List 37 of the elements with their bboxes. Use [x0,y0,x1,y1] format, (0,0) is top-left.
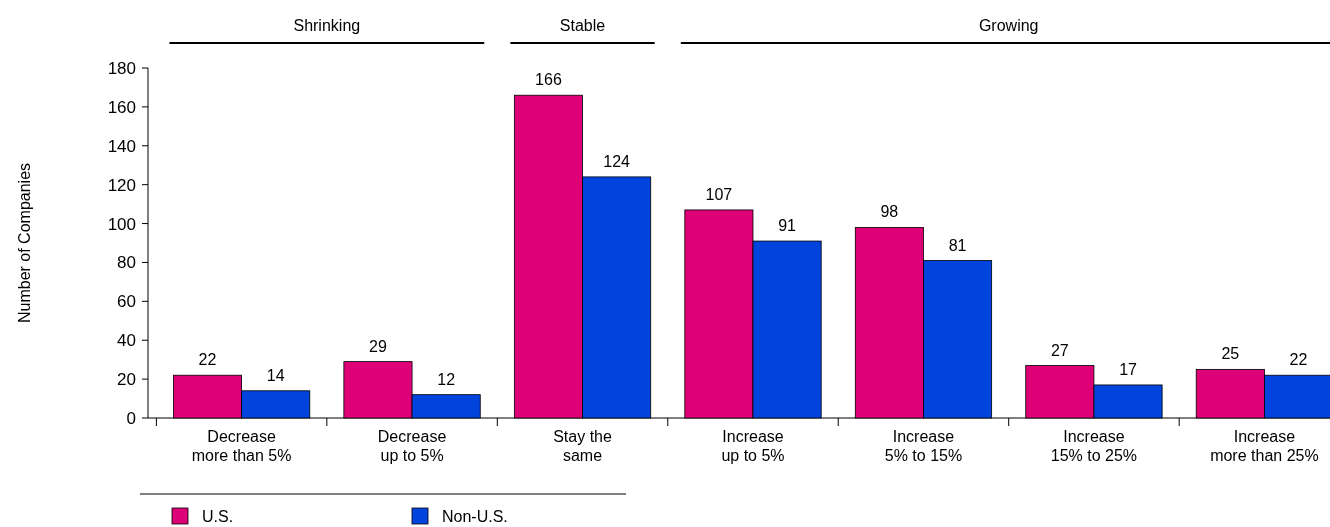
x-tick-label: Decrease up to 5% [377,428,447,464]
data-label: 29 [369,337,387,355]
text: Shrinking [293,17,361,34]
legend-label: Non-U.S. [442,507,508,525]
data-label: 124 [603,152,631,170]
y-tick-label: 180 [107,58,136,78]
data-label: 98 [880,203,899,221]
data-label: 25 [1221,345,1240,363]
y-tick-label: 140 [107,136,136,156]
data-label: 91 [778,217,797,235]
y-tick-label: 60 [117,292,136,312]
text: Growing [978,17,1039,34]
x-tick-label: Increase more than 25% [1210,428,1319,464]
y-tick-label: 20 [117,370,136,390]
data-label: 81 [948,236,967,254]
x-tick-label: Increase up to 5% [721,428,785,464]
legend-label: U.S. [202,507,234,525]
data-label: 166 [535,71,562,89]
y-tick-label: 80 [117,253,136,273]
y-axis-title: Number of Companies [16,162,33,324]
data-label: 17 [1119,360,1138,378]
data-label: 107 [705,185,733,203]
y-tick-label: 0 [126,408,136,428]
x-tick-label: Increase 15% to 25% [1050,428,1138,464]
x-tick-label: Increase 5% to 15% [884,428,963,464]
data-label: 14 [266,366,285,384]
data-label: 22 [1289,351,1308,369]
data-label: 12 [437,370,456,388]
y-tick-label: 100 [107,214,136,234]
y-tick-label: 160 [107,97,136,117]
data-label: 22 [198,351,217,369]
data-label: 27 [1050,341,1069,359]
y-tick-label: 120 [107,175,136,195]
x-tick-label: Decrease more than 5% [191,428,292,464]
text: Stable [559,17,606,34]
y-tick-label: 40 [117,331,136,351]
x-tick-label: Stay the same [553,428,612,464]
